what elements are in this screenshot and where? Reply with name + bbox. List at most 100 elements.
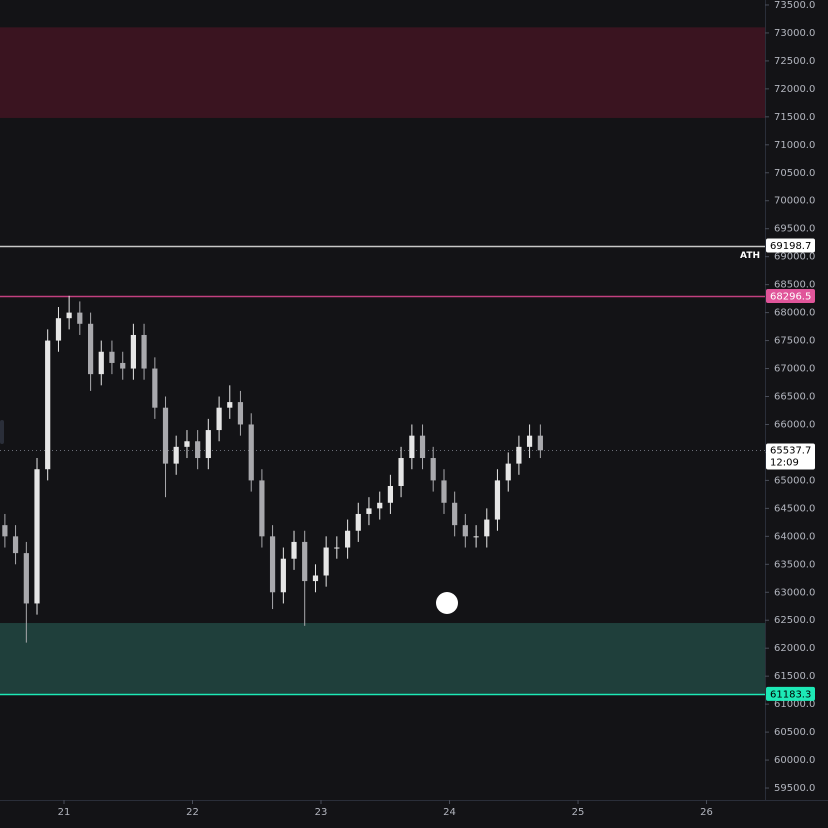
candle-body — [366, 508, 372, 514]
y-tick-label: 60500.0 — [774, 727, 815, 738]
candle-body — [259, 480, 265, 537]
candle-body — [34, 469, 40, 604]
candle-body — [516, 446, 522, 464]
candle-body — [120, 362, 126, 369]
candle-body — [141, 334, 147, 369]
candle-body — [387, 485, 394, 503]
candle-body — [77, 312, 83, 324]
candle-body — [98, 351, 104, 375]
level-name: ATH — [740, 251, 760, 261]
candle-body — [302, 541, 308, 582]
candle-body — [173, 446, 179, 464]
candle-body — [462, 525, 468, 537]
candle-body — [280, 558, 286, 593]
candle-body — [398, 458, 404, 486]
candle-body — [537, 435, 543, 451]
candle-body — [494, 480, 501, 520]
y-tick-label: 63000.0 — [774, 587, 815, 598]
y-tick-label: 73500.0 — [774, 0, 815, 11]
zone — [0, 623, 765, 694]
candle-body — [2, 525, 8, 537]
candle-body — [66, 312, 72, 319]
candle-body — [87, 323, 94, 375]
candle-body — [248, 424, 254, 481]
y-tick-label: 71000.0 — [774, 140, 815, 151]
y-tick-label: 60000.0 — [774, 755, 815, 766]
candle-body — [109, 351, 115, 363]
x-tick-label: 23 — [315, 807, 328, 818]
y-tick-label: 70500.0 — [774, 168, 815, 179]
candle-body — [355, 513, 361, 531]
y-tick-label: 72500.0 — [774, 56, 815, 67]
side-handle[interactable] — [0, 420, 4, 444]
level-label: 61183.3 — [770, 689, 811, 700]
y-tick-label: 64500.0 — [774, 503, 815, 514]
plot-area: ATH — [0, 27, 765, 696]
x-tick-label: 21 — [58, 807, 71, 818]
y-tick-label: 61000.0 — [774, 699, 815, 710]
x-tick-label: 22 — [186, 807, 199, 818]
last-price-box — [766, 443, 815, 470]
candle-body — [23, 553, 29, 604]
candle-body — [473, 536, 479, 538]
candle-body — [55, 318, 62, 341]
price-axis: 59500.0 60000.0 60500.0 61000.0 61500.0 62000… — [58, 0, 816, 818]
x-tick-label: 26 — [700, 807, 713, 818]
candle-body — [45, 340, 51, 470]
y-tick-label: 68000.0 — [774, 308, 815, 319]
candle-body — [130, 334, 136, 369]
y-tick-label: 64000.0 — [774, 531, 815, 542]
candle-body — [419, 435, 426, 459]
y-tick-label: 67000.0 — [774, 364, 815, 375]
x-tick-label: 25 — [572, 807, 585, 818]
y-tick-label: 59500.0 — [774, 783, 815, 794]
candle-body — [205, 430, 211, 459]
candle-body — [227, 402, 233, 408]
candle-body — [505, 463, 511, 481]
candle-body — [430, 458, 436, 481]
y-tick-label: 61500.0 — [774, 671, 815, 682]
x-tick-label: 24 — [443, 807, 456, 818]
y-tick-label: 62000.0 — [774, 643, 815, 654]
candle-body — [377, 502, 383, 509]
candle-body — [216, 407, 222, 431]
y-tick-label: 62500.0 — [774, 615, 815, 626]
countdown-label: 12:09 — [770, 458, 799, 469]
level-label: 69198.7 — [770, 241, 811, 252]
candle-body — [334, 547, 340, 549]
level-label-box — [766, 289, 815, 304]
level-label-box — [766, 238, 815, 253]
y-tick-label: 70000.0 — [774, 196, 815, 207]
zone — [0, 27, 765, 118]
y-tick-label: 67500.0 — [774, 336, 815, 347]
candle-body — [12, 536, 19, 554]
candle-body — [526, 435, 533, 447]
y-tick-label: 66000.0 — [774, 419, 815, 430]
candle-body — [237, 402, 244, 425]
candle-body — [195, 441, 201, 459]
y-tick-label: 71500.0 — [774, 112, 815, 123]
y-tick-label: 66500.0 — [774, 392, 815, 403]
candle-body — [409, 435, 415, 459]
candle-body — [345, 530, 351, 548]
y-tick-label: 72000.0 — [774, 84, 815, 95]
candle-body — [312, 575, 319, 582]
candle-body — [162, 407, 169, 464]
candle-body — [269, 536, 276, 593]
candle-body — [323, 547, 329, 576]
y-tick-label: 68500.0 — [774, 280, 815, 291]
candle-body — [291, 541, 297, 559]
y-tick-label: 69000.0 — [774, 252, 815, 263]
y-tick-label: 73000.0 — [774, 28, 815, 39]
candle-body — [441, 480, 447, 503]
y-tick-label: 65000.0 — [774, 475, 815, 486]
candle-body — [452, 502, 458, 526]
last-price-label: 65537.7 — [770, 446, 811, 457]
cursor-dot — [436, 592, 458, 614]
candle-body — [484, 519, 490, 537]
candle-body — [152, 368, 158, 408]
level-label: 68296.5 — [770, 292, 811, 303]
y-tick-label: 63500.0 — [774, 559, 815, 570]
